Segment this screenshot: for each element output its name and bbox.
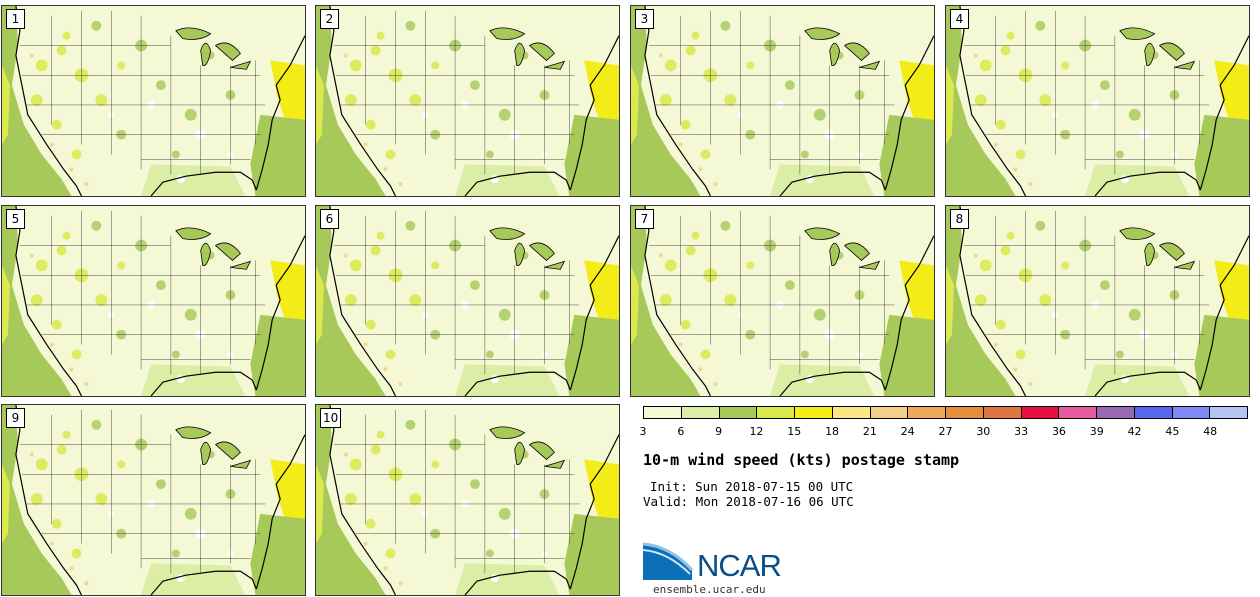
colorbar-segment [983,407,1022,418]
ncar-logo-text: NCAR [697,548,782,583]
member-panel[interactable]: 1 [1,5,306,197]
colorbar [643,406,1248,419]
colorbar-tick-label: 6 [677,425,685,438]
wind-speed-map [631,206,934,396]
member-panel[interactable]: 7 [630,205,935,397]
member-number-label: 4 [950,9,969,29]
colorbar-tick-label: 33 [1014,425,1029,438]
colorbar-tick-label: 27 [938,425,953,438]
colorbar-segment [1172,407,1211,418]
colorbar-segment [757,407,795,418]
member-panel[interactable]: 6 [315,205,620,397]
colorbar-tick-label: 15 [787,425,802,438]
colorbar-tick-label: 9 [715,425,723,438]
member-number-label: 5 [6,209,25,229]
member-number-label: 1 [6,9,25,29]
member-panel[interactable]: 2 [315,5,620,197]
colorbar-tick-label: 36 [1051,425,1066,438]
wind-speed-map [316,206,619,396]
colorbar-tick-label: 18 [825,425,840,438]
colorbar-tick-label: 30 [976,425,991,438]
ncar-logo-icon [642,542,694,580]
init-time: Init: Sun 2018-07-15 00 UTC [650,479,854,494]
member-number-label: 8 [950,209,969,229]
wind-speed-map [316,405,619,595]
member-panel[interactable]: 10 [315,404,620,596]
ensemble-url: ensemble.ucar.edu [653,583,766,596]
colorbar-tick-label: 48 [1203,425,1218,438]
colorbar-tick-label: 39 [1089,425,1104,438]
wind-speed-map [946,206,1249,396]
colorbar-segment [946,407,984,418]
wind-speed-map [2,6,305,196]
colorbar-tick-label: 42 [1127,425,1142,438]
colorbar-tick-label: 21 [862,425,877,438]
wind-speed-map [316,6,619,196]
member-number-label: 10 [320,408,342,428]
colorbar-segment [644,407,682,418]
plot-title: 10-m wind speed (kts) postage stamp [643,451,960,469]
wind-speed-map [631,6,934,196]
colorbar-tick-label: 45 [1165,425,1180,438]
member-panel[interactable]: 5 [1,205,306,397]
member-panel[interactable]: 8 [945,205,1250,397]
member-number-label: 3 [635,9,654,29]
wind-speed-map [2,206,305,396]
member-number-label: 6 [320,209,339,229]
colorbar-tick-label: 12 [749,425,764,438]
member-number-label: 9 [6,408,25,428]
colorbar-segment [1097,407,1135,418]
member-number-label: 2 [320,9,339,29]
colorbar-tick-label: 3 [639,425,647,438]
colorbar-segment [681,407,720,418]
colorbar-segment [908,407,946,418]
wind-speed-map [2,405,305,595]
colorbar-segment [1210,407,1247,418]
colorbar-segment [1059,407,1097,418]
member-number-label: 7 [635,209,654,229]
colorbar-segment [1134,407,1173,418]
colorbar-segment [795,407,833,418]
colorbar-segment [870,407,909,418]
colorbar-segment [1021,407,1060,418]
wind-speed-map [946,6,1249,196]
member-panel[interactable]: 9 [1,404,306,596]
colorbar-tick-label: 24 [900,425,915,438]
member-panel[interactable]: 4 [945,5,1250,197]
colorbar-segment [832,407,871,418]
colorbar-segment [719,407,758,418]
valid-time: Valid: Mon 2018-07-16 06 UTC [643,494,854,509]
member-panel[interactable]: 3 [630,5,935,197]
